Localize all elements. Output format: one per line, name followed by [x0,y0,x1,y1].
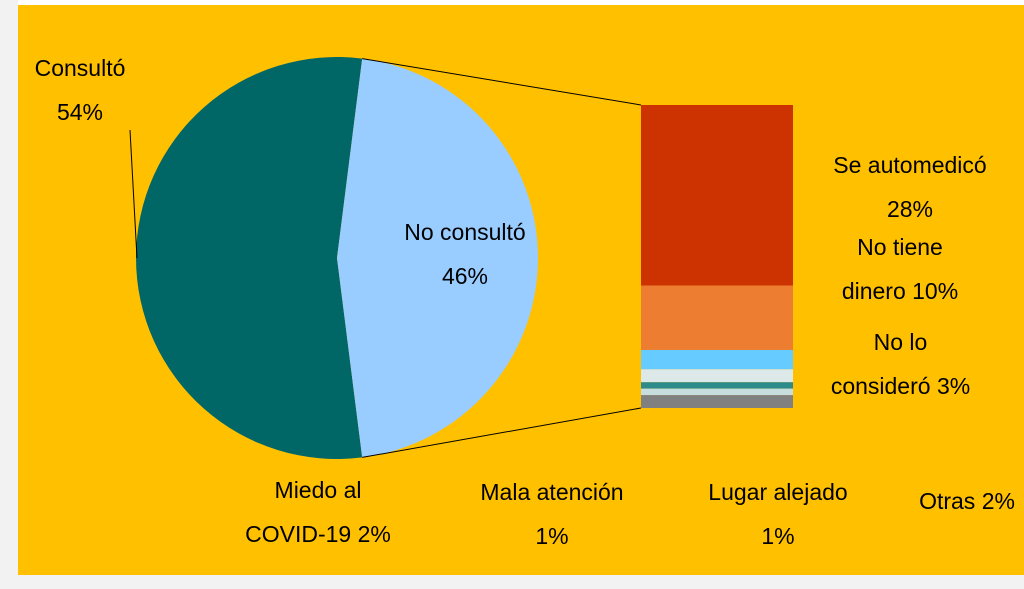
value-label: 54% [56,99,104,125]
frame [0,575,1024,589]
category-label: Miedo al COVID-19 [245,477,362,547]
category-label: Se automedicó [833,152,987,178]
bar-segment [641,349,793,370]
data-label: No lo consideró 3% [828,320,973,408]
pie-slice [337,58,538,458]
value-label: 10% [912,278,959,304]
value-label: 46% [441,263,489,289]
frame [0,0,18,589]
category-label: Consultó [34,55,126,81]
bar-segment [641,105,793,286]
bar-segment [641,388,793,396]
bar-segment [641,382,793,389]
bar-segment [641,285,793,350]
category-label: Otras [919,488,976,514]
connector [362,407,642,458]
data-label: Otras 2% [912,479,1022,523]
pie-slice [135,56,363,460]
data-label: Se automedicó 28% [825,143,995,231]
data-label: Consultó 54% [20,46,140,134]
category-label: Lugar alejado [708,479,848,505]
category-label: No tiene dinero [841,234,943,304]
category-label: No lo consideró [830,329,931,399]
leader-line [129,129,138,259]
data-label: Lugar alejado 1% [698,470,858,558]
data-label: No consultó 46% [385,210,545,298]
value-label: 2% [357,521,391,547]
value-label: 2% [981,488,1015,514]
value-label: 3% [936,373,971,399]
value-label: 1% [535,523,569,549]
bar-segment [641,369,793,383]
data-label: No tiene dinero 10% [835,225,965,313]
bar-segment [641,395,793,408]
value-label: 28% [886,196,934,222]
connector [362,58,642,106]
data-label: Miedo al COVID-19 2% [243,468,393,556]
value-label: 1% [761,523,795,549]
category-label: No consultó [404,219,526,245]
data-label: Mala atención 1% [472,470,632,558]
category-label: Mala atención [480,479,624,505]
